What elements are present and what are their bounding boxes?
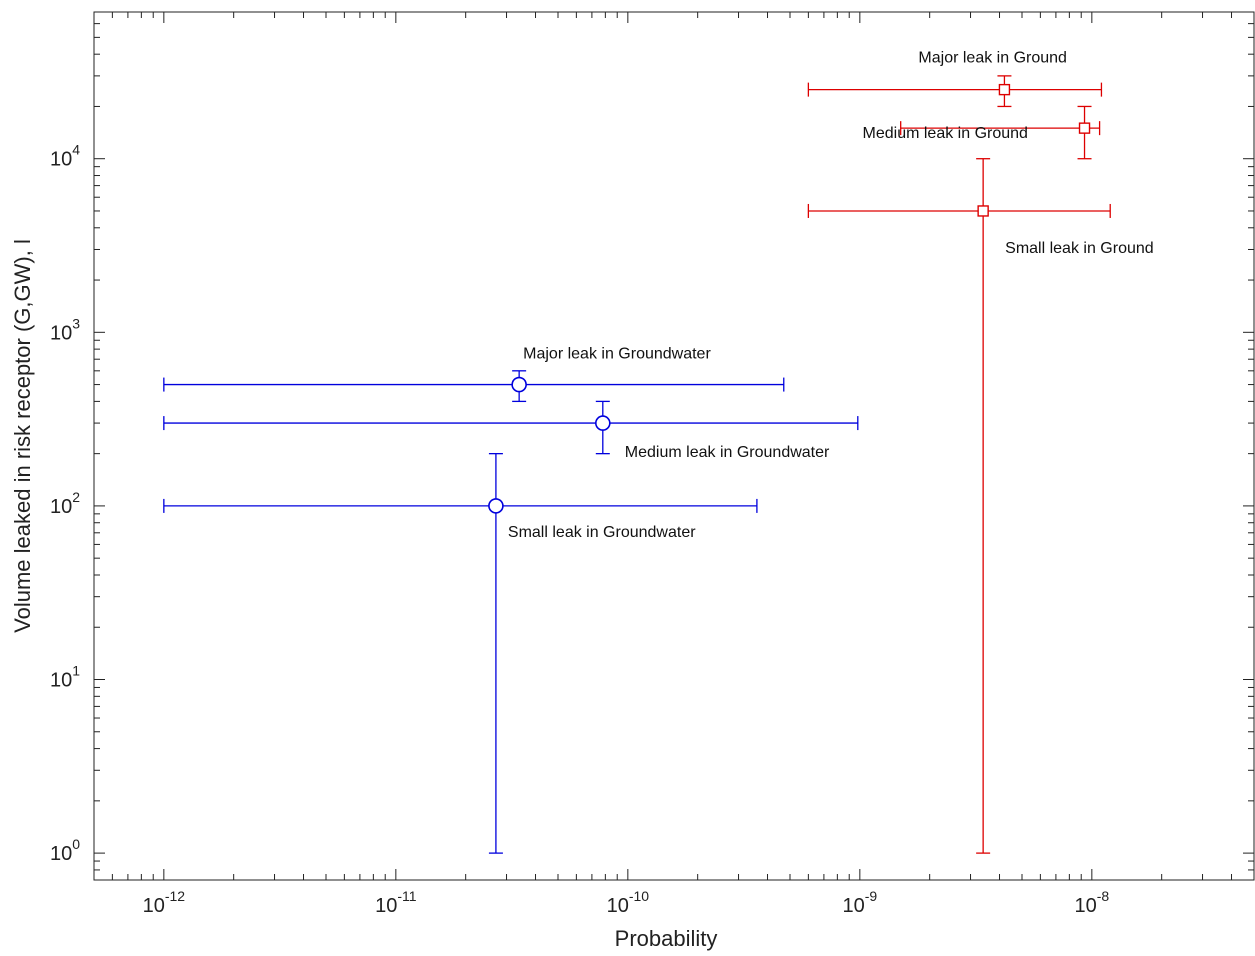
point-label: Major leak in Groundwater: [523, 346, 711, 363]
x-tick-label: 10-11: [375, 888, 417, 917]
y-tick-label: 102: [50, 489, 80, 518]
x-axis-label: Probability: [615, 926, 718, 951]
series-0: [163, 370, 859, 854]
series-1: [807, 75, 1111, 854]
x-tick-label: 10-8: [1074, 888, 1109, 917]
point-label: Major leak in Ground: [918, 50, 1067, 67]
y-tick-label: 103: [50, 315, 80, 344]
data-point-circle: [511, 376, 527, 393]
y-tick-label: 101: [50, 663, 80, 692]
data-point-square: [977, 205, 989, 217]
point-annotations: Major leak in Groundwater Medium leak in …: [508, 50, 1154, 541]
axis-tick-labels: 10-12 10-11 10-10 10-9 10-8 100 101 102 103 104: [50, 142, 1109, 917]
axis-ticks: [93, 11, 1255, 881]
data-point-square: [1078, 122, 1091, 134]
data-point-square: [998, 83, 1011, 96]
plot-frame: [93, 11, 1255, 881]
point-label: Medium leak in Ground: [863, 125, 1028, 142]
data-marks: [163, 75, 1111, 854]
point-label: Medium leak in Groundwater: [625, 444, 830, 461]
data-point-circle: [488, 498, 504, 514]
point-label: Small leak in Groundwater: [508, 524, 696, 541]
x-tick-label: 10-9: [842, 888, 877, 917]
data-point-circle: [595, 415, 611, 431]
point-label: Small leak in Ground: [1005, 240, 1154, 257]
y-tick-label: 100: [50, 836, 80, 865]
x-tick-label: 10-12: [143, 888, 186, 917]
x-tick-label: 10-10: [607, 888, 650, 917]
y-axis-label: Volume leaked in risk receptor (G,GW), l: [10, 239, 35, 633]
y-tick-label: 104: [50, 142, 80, 171]
plot-area: [94, 12, 1254, 880]
